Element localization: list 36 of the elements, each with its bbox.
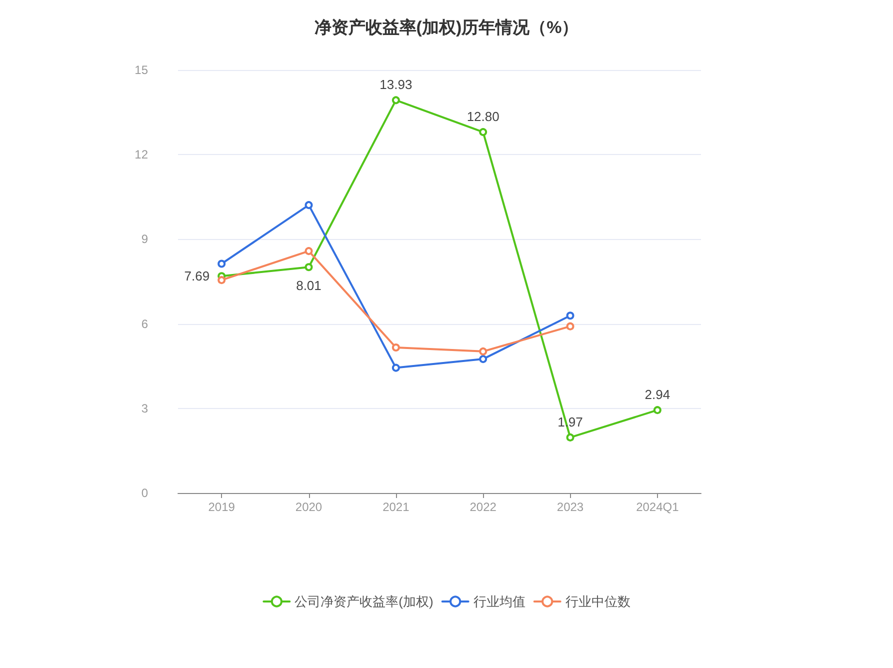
- point: [479, 355, 488, 364]
- point: [218, 276, 226, 284]
- legend-label: 行业均值: [473, 594, 526, 609]
- data-label: 12.80: [466, 109, 500, 124]
- x-tick-label: 2023: [556, 500, 584, 514]
- x-tick-label: 2021: [382, 500, 410, 514]
- data-label: 13.93: [380, 77, 412, 92]
- point: [304, 201, 313, 210]
- point: [392, 96, 400, 104]
- x-tick-label: 2020: [295, 500, 322, 514]
- y-tick-label: 3: [141, 401, 148, 416]
- legend-label: 行业中位数: [565, 594, 630, 609]
- chart-title: 净资产收益率(加权)历年情况（%）: [314, 18, 579, 37]
- point: [392, 364, 400, 372]
- point: [566, 433, 574, 442]
- point: [479, 347, 488, 356]
- data-label: 8.01: [296, 278, 322, 294]
- point: [304, 263, 313, 272]
- y-tick-label: 15: [134, 63, 148, 77]
- x-tick-label: 2024Q1: [636, 500, 680, 514]
- point: [218, 260, 226, 268]
- data-label: 7.69: [184, 268, 210, 284]
- data-label: 2.94: [644, 387, 670, 402]
- point: [566, 312, 574, 320]
- y-tick-label: 12: [134, 148, 148, 162]
- point: [304, 247, 313, 256]
- point: [566, 322, 574, 330]
- y-tick-label: 9: [141, 232, 148, 246]
- x-tick-label: 2022: [470, 500, 497, 514]
- y-tick-label: 0: [141, 486, 148, 500]
- legend-label: 公司净资产收益率(加权): [294, 594, 434, 609]
- point: [479, 128, 488, 136]
- point: [392, 343, 400, 352]
- point: [653, 406, 662, 414]
- y-tick-label: 6: [141, 316, 148, 331]
- x-tick-label: 2019: [208, 500, 236, 514]
